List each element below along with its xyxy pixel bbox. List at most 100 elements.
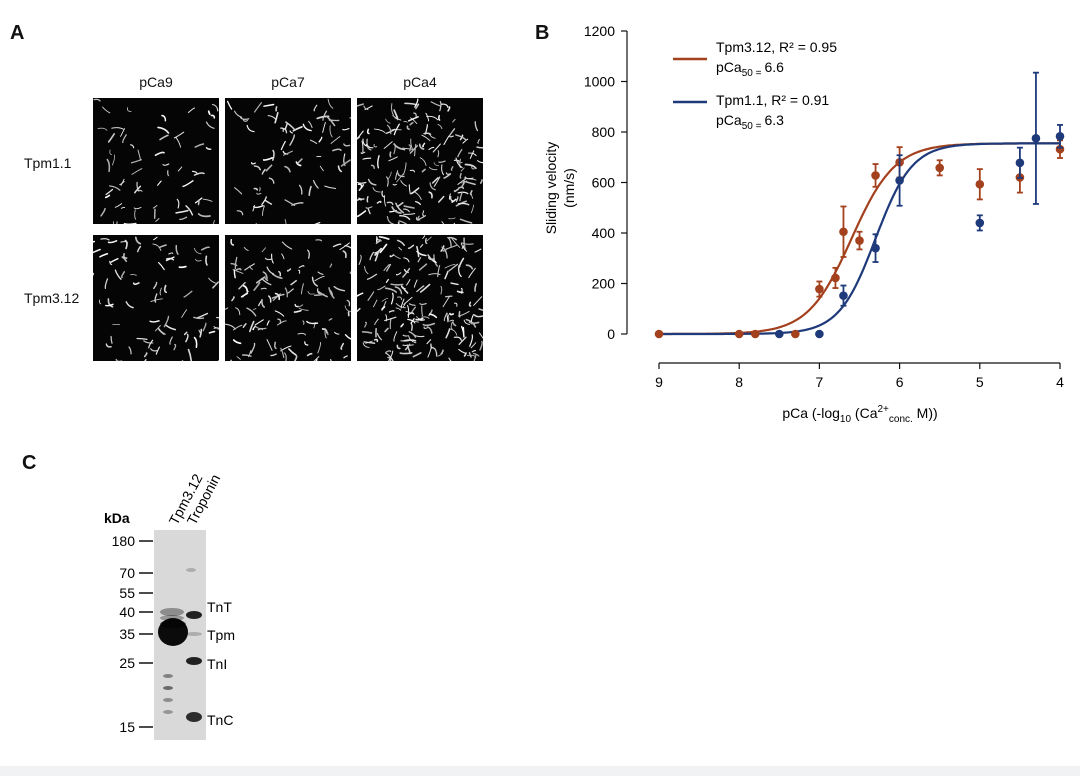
actin-filament [419, 157, 427, 166]
actin-filament [458, 257, 465, 268]
panel-b-letter: B [535, 22, 550, 44]
actin-filament [249, 320, 255, 333]
actin-filament [297, 158, 303, 164]
actin-filament [302, 320, 305, 325]
actin-filament [413, 191, 422, 201]
kda-marker-label: 55 [119, 585, 135, 601]
actin-filament [349, 271, 351, 275]
actin-filament [105, 188, 114, 196]
y-tick-label: 0 [607, 326, 615, 342]
actin-filament [444, 295, 453, 298]
data-point [839, 291, 848, 300]
data-point [775, 329, 784, 339]
actin-filament [437, 265, 441, 278]
micrograph-tpm1-1-pca4 [357, 98, 483, 224]
actin-filament [393, 143, 396, 155]
actin-filament [471, 165, 475, 170]
data-point [1055, 144, 1065, 154]
actin-filament [452, 118, 456, 123]
actin-filament [448, 135, 454, 138]
actin-filament [419, 303, 427, 305]
y-tick-label: 1000 [584, 74, 615, 90]
actin-filament [357, 183, 363, 189]
actin-filament [332, 243, 342, 248]
actin-filament [105, 303, 114, 307]
actin-filament [403, 257, 410, 263]
actin-filament [274, 112, 279, 124]
actin-filament [377, 285, 386, 291]
actin-filament [124, 239, 128, 250]
actin-filament [93, 248, 101, 254]
actin-filament [432, 346, 438, 357]
actin-filament [449, 312, 455, 316]
actin-filament [461, 242, 474, 245]
actin-filament [422, 235, 426, 239]
actin-filament [123, 252, 128, 259]
actin-filament [465, 264, 474, 270]
actin-filament [295, 161, 302, 167]
actin-filament [431, 177, 439, 184]
actin-filament [197, 213, 211, 218]
actin-filament [169, 336, 173, 345]
actin-filament [362, 157, 372, 160]
actin-filament [253, 281, 261, 291]
actin-filament [349, 117, 351, 119]
actin-filament [378, 235, 390, 240]
fit-curve-tpm1-1 [659, 142, 1060, 336]
actin-filament [176, 198, 180, 209]
actin-filament [395, 303, 406, 309]
actin-filament [211, 103, 219, 112]
actin-filament [230, 262, 238, 267]
gel-band [163, 710, 173, 714]
actin-filament [469, 150, 475, 159]
actin-filament [297, 269, 301, 274]
actin-filament [453, 188, 460, 193]
actin-filament [400, 180, 408, 187]
actin-filament [343, 143, 351, 147]
actin-filament [255, 223, 257, 224]
actin-filament [474, 283, 477, 292]
actin-filament [458, 186, 465, 190]
actin-filament [158, 244, 167, 249]
actin-filament [394, 286, 403, 295]
actin-filament [179, 216, 188, 221]
actin-filament [298, 184, 303, 195]
actin-filament [453, 302, 458, 307]
actin-filament [403, 208, 410, 213]
gel-band [186, 611, 202, 619]
data-point [1031, 134, 1041, 143]
data-point [1055, 131, 1065, 141]
gel-band [186, 568, 196, 572]
actin-filament [100, 238, 110, 241]
band-label-tpm: Tpm [207, 627, 235, 643]
actin-filament [136, 337, 148, 341]
actin-filament [175, 209, 189, 214]
actin-filament [402, 267, 411, 278]
actin-filament [298, 265, 305, 269]
actin-filament [284, 219, 287, 224]
actin-filament [178, 265, 187, 269]
actin-filament [251, 161, 257, 165]
actin-filament [344, 244, 351, 249]
actin-filament [375, 239, 382, 245]
actin-filament [477, 138, 481, 144]
actin-filament [449, 328, 458, 336]
actin-filament [396, 202, 404, 208]
actin-filament [154, 325, 161, 332]
actin-filament [473, 296, 483, 306]
actin-filament [246, 124, 255, 133]
actin-filament [298, 307, 309, 311]
actin-filament [401, 286, 409, 294]
actin-filament [424, 237, 428, 245]
actin-filament [470, 342, 477, 349]
actin-filament [308, 120, 313, 128]
actin-filament [330, 359, 332, 361]
actin-filament [193, 247, 202, 255]
actin-filament [388, 156, 398, 162]
actin-filament [410, 117, 418, 124]
actin-filament [403, 121, 408, 123]
actin-filament [109, 149, 113, 156]
actin-filament [235, 268, 242, 271]
actin-filament [168, 252, 174, 255]
actin-filament [428, 191, 433, 199]
